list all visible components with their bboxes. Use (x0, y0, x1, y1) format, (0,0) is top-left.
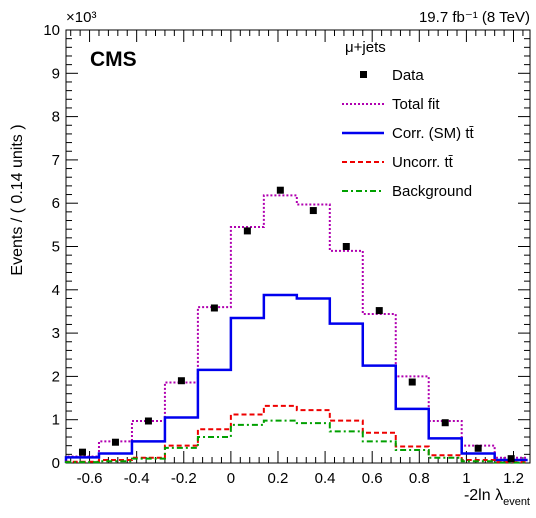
series-uncorr-tt (65, 404, 528, 464)
y-tick-label: 4 (52, 282, 60, 299)
experiment-label: CMS (90, 48, 137, 71)
x-tick-label: 0 (227, 470, 235, 487)
y-axis: 0 1 2 3 4 5 6 7 8 9 10 (43, 22, 530, 472)
x-tick-label: 0.2 (268, 470, 289, 487)
data-point (375, 307, 383, 315)
legend-marker-data (360, 71, 367, 78)
y-tick-label: 10 (43, 22, 60, 39)
legend: Data Total fit Corr. (SM) tt̄ Uncorr. tt̄ Ba… (342, 67, 474, 200)
legend-label: Total fit (392, 96, 440, 113)
y-multiplier-label: ×10³ (66, 9, 96, 26)
x-tick-label: 1 (462, 470, 470, 487)
legend-label: Data (392, 67, 424, 84)
x-tick-label: 1.2 (503, 470, 524, 487)
y-tick-label: 0 (52, 455, 60, 472)
y-tick-label: 2 (52, 368, 60, 385)
data-point (243, 227, 251, 235)
y-tick-label: 3 (52, 325, 60, 342)
data-point (111, 438, 119, 446)
x-tick-label: -0.6 (77, 470, 103, 487)
data-point (309, 207, 317, 215)
x-tick-label: 0.8 (409, 470, 430, 487)
y-tick-label: 9 (52, 65, 60, 82)
series-corr-sm-tt (64, 293, 528, 463)
y-tick-label: 5 (52, 239, 60, 256)
data-points (78, 186, 515, 463)
data-point (474, 444, 482, 452)
x-tick-label: 0.6 (362, 470, 383, 487)
y-axis-title: Events / ( 0.14 units ) (9, 124, 26, 275)
y-tick-label: 8 (52, 109, 60, 126)
series-layer (64, 194, 528, 464)
legend-label: Background (392, 183, 472, 200)
data-point (78, 448, 86, 456)
x-tick-label: -0.2 (171, 470, 197, 487)
series-total-fit (65, 194, 528, 463)
y-tick-label: 7 (52, 152, 60, 169)
plot-frame (65, 29, 531, 464)
data-point (441, 419, 449, 427)
data-point (507, 455, 515, 463)
data-point (408, 378, 416, 386)
data-point (210, 304, 218, 312)
data-point (144, 417, 152, 425)
x-axis: -0.6 -0.4 -0.2 0 0.2 0.4 0.6 0.8 1 1.2 (70, 30, 524, 487)
y-tick-label: 6 (52, 195, 60, 212)
data-point (177, 377, 185, 385)
data-point (276, 186, 284, 194)
luminosity-label: 19.7 fb⁻¹ (8 TeV) (419, 9, 530, 26)
x-axis-title: -2ln λevent (464, 487, 530, 508)
legend-label: Uncorr. tt̄ (392, 154, 454, 171)
x-tick-label: 0.4 (315, 470, 336, 487)
series-background (65, 419, 528, 464)
legend-label: Corr. (SM) tt̄ (392, 125, 474, 142)
channel-label: μ+jets (345, 39, 386, 56)
data-point (342, 243, 350, 250)
x-axis-title-main: -2ln λ (464, 487, 503, 504)
x-tick-label: -0.4 (124, 470, 150, 487)
x-axis-title-subscript: event (503, 496, 530, 508)
y-tick-label: 1 (52, 412, 60, 429)
